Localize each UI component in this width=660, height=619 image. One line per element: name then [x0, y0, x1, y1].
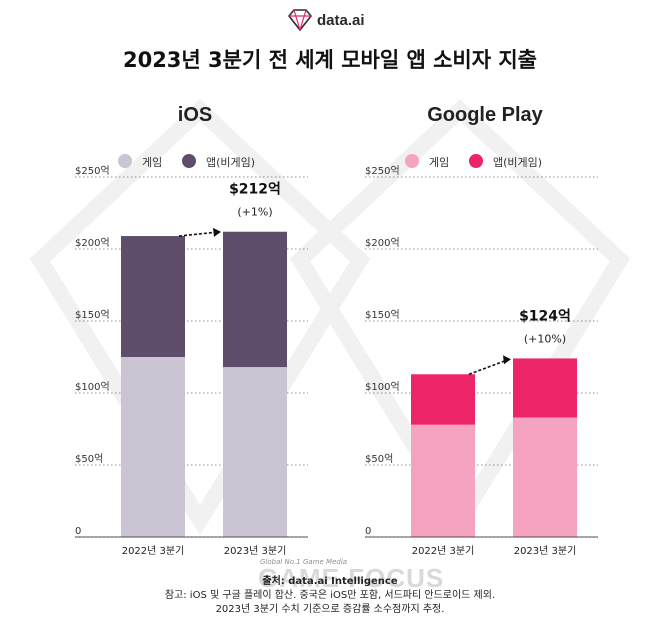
gp-y-tick-label: $50억: [365, 453, 393, 465]
ios-y-tick-label: $200억: [75, 237, 110, 249]
gp-legend-label-app: 앱(비게임): [493, 156, 543, 169]
header: data.ai: [0, 4, 660, 38]
ios-bar-app-1: [223, 231, 287, 368]
gp-bar-game-0: [411, 424, 475, 537]
gp-legend-swatch-app: [469, 154, 483, 168]
ios-legend: 게임 앱(비게임): [118, 154, 318, 169]
footnote-2: 2023년 3분기 수치 기준으로 증감률 소수점까지 추정.: [215, 604, 445, 615]
gp-bar-game-1: [513, 417, 577, 537]
ios-growth-arrowhead: [213, 227, 221, 237]
gp-legend-swatch-game: [405, 154, 419, 168]
ios-x-tick-label: 2022년 3분기: [122, 545, 185, 557]
ios-legend-swatch-game: [118, 154, 132, 168]
page-title: 2023년 3분기 전 세계 모바일 앱 소비자 지출: [122, 48, 538, 72]
ios-y-tick-label: 0: [75, 526, 81, 537]
source-note: 출처: data.ai Intelligence: [262, 576, 398, 587]
gp-x-tick-label: 2022년 3분기: [412, 545, 475, 557]
ios-x-tick-label: 2023년 3분기: [224, 545, 287, 557]
ios-y-tick-label: $50억: [75, 453, 103, 465]
ios-change-label: (+1%): [237, 206, 272, 219]
gp-total-label: $124억: [519, 308, 571, 324]
ios-bar-app-0: [121, 236, 185, 357]
game-focus-watermark-sub: Global No.1 Game Media: [260, 558, 348, 566]
gp-legend: 게임 앱(비게임): [405, 154, 605, 169]
footnote-1: 참고: iOS 및 구글 플레이 합산. 중국은 iOS만 포함, 서드파티 안…: [164, 590, 496, 601]
ios-legend-label-app: 앱(비게임): [206, 156, 256, 169]
game-focus-watermark: GAME FOCUS: [258, 563, 445, 593]
ios-legend-label-game: 게임: [142, 156, 163, 169]
gp-y-tick-label: $200억: [365, 237, 400, 249]
ios-growth-arrow: [178, 231, 216, 237]
gp-growth-arrowhead: [503, 355, 511, 365]
ios-chart: 0 $50억 $100억 $150억 $200억 $250억 2022년 3분기 2023년 …: [75, 165, 308, 557]
gp-y-tick-label: $250억: [365, 165, 400, 177]
ios-panel-title: iOS: [177, 104, 213, 126]
gp-change-label: (+10%): [524, 332, 566, 345]
ios-bar-game-0: [121, 357, 185, 537]
ios-y-tick-label: $100억: [75, 381, 110, 393]
gp-growth-arrow: [468, 360, 506, 376]
ios-legend-swatch-app: [182, 154, 196, 168]
ios-y-tick-label: $250억: [75, 165, 110, 177]
gp-y-tick-label: $150억: [365, 309, 400, 321]
brand-name: data.ai: [317, 12, 365, 29]
google-play-chart: 0 $50억 $100억 $150억 $200억 $250억 2022년 3분기 2023년 …: [365, 165, 598, 557]
google-play-panel-title: Google Play: [427, 104, 543, 126]
ios-y-tick-label: $150억: [75, 309, 110, 321]
gp-y-tick-label: 0: [365, 526, 371, 537]
gp-x-tick-label: 2023년 3분기: [514, 545, 577, 557]
gp-legend-label-game: 게임: [429, 156, 450, 169]
gp-y-tick-label: $100억: [365, 381, 400, 393]
dataai-logo-icon: [287, 9, 313, 32]
ios-bar-game-1: [223, 367, 287, 537]
ios-total-label: $212억: [229, 182, 281, 198]
gp-bar-app-1: [513, 358, 577, 418]
gp-bar-app-0: [411, 374, 475, 425]
